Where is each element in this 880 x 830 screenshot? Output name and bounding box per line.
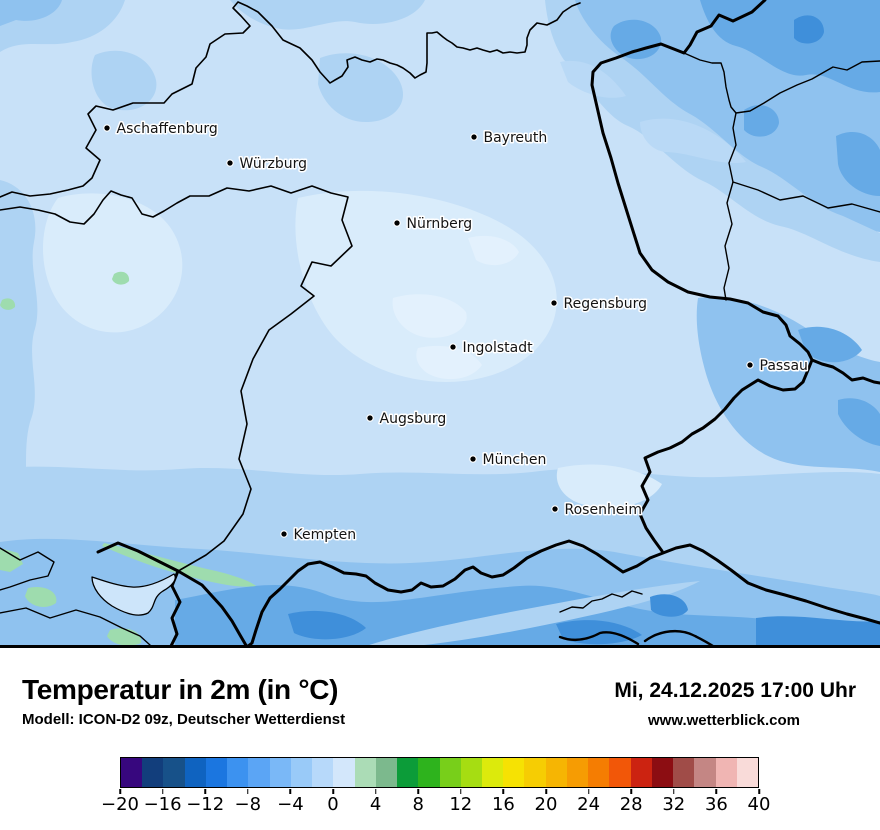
city-marker [449, 343, 457, 351]
colorbar-tick-label: 40 [747, 794, 771, 815]
colorbar-tick-label: 12 [449, 794, 473, 815]
colorbar-tick-label: 32 [662, 794, 686, 815]
colorbar-segment [460, 758, 482, 787]
colorbar-tick-label: −12 [186, 794, 225, 815]
colorbar-tick [630, 789, 632, 794]
colorbar-tick [374, 789, 377, 794]
colorbar-segment [312, 758, 334, 787]
colorbar-tick [460, 789, 462, 794]
colorbar-tick-label: 8 [412, 794, 424, 815]
colorbar-tick-label: 0 [327, 794, 339, 815]
city-marker [103, 124, 111, 132]
colorbar-segment [184, 758, 206, 787]
city-marker [470, 133, 478, 141]
city-marker [746, 361, 754, 369]
city-label: Bayreuth [484, 130, 548, 146]
colorbar-segment [269, 758, 291, 787]
temperature-field [0, 0, 880, 648]
colorbar-segment [736, 758, 759, 787]
colorbar-segment [609, 758, 631, 787]
colorbar-tick [715, 789, 718, 794]
colorbar-labels: −20 −16 −12 −8 −4 0 4 8 12 16 20 24 28 32 36 40 [101, 794, 770, 816]
city-label: Rosenheim [565, 502, 642, 518]
colorbar-segment [715, 758, 737, 787]
colorbar-tick [587, 789, 590, 794]
colorbar-tick-label: 20 [534, 794, 558, 815]
colorbar-segment [163, 758, 185, 787]
website-url: www.wetterblick.com [648, 712, 800, 729]
city-label: Passau [760, 358, 808, 374]
colorbar-tick [161, 789, 164, 794]
map-frame-bottom [0, 645, 880, 648]
colorbar-tick [545, 789, 547, 794]
colorbar-segment [566, 758, 589, 787]
city-markers: Aschaffenburg Würzburg Bayreuth Nürnberg Reg… [103, 120, 809, 545]
city-label: Ingolstadt [463, 340, 534, 356]
colorbar-segment [630, 758, 652, 787]
colorbar-tick [289, 789, 292, 794]
colorbar-segment [481, 758, 504, 787]
colorbar-segment [227, 758, 249, 787]
colorbar-segment [121, 758, 143, 787]
colorbar-segment [354, 758, 376, 787]
lake-constance [91, 573, 176, 616]
colorbar-tick [119, 789, 121, 794]
colorbar-tick-label: 16 [491, 794, 515, 815]
colorbar-tick-label: 4 [369, 794, 382, 815]
colorbar-tick-label: −16 [143, 794, 182, 815]
city-label: München [483, 452, 547, 468]
colorbar-segment [651, 758, 674, 787]
colorbar-segment [439, 758, 461, 787]
colorbar-ticks [119, 789, 760, 795]
city-label: Aschaffenburg [117, 121, 218, 137]
colorbar-segment [588, 758, 610, 787]
city-marker [393, 219, 401, 227]
page-title: Temperatur in 2m (in °C) [22, 674, 339, 705]
temperature-colorbar [120, 757, 759, 788]
city-label: Regensburg [564, 296, 648, 312]
colorbar-tick-label: −20 [101, 794, 139, 815]
colorbar-segment [694, 758, 716, 787]
colorbar-tick-label: −8 [234, 794, 262, 815]
colorbar-segment [375, 758, 398, 787]
city-marker [469, 455, 477, 463]
city-marker [280, 530, 288, 538]
city-label: Nürnberg [407, 216, 473, 232]
colorbar-tick [673, 789, 675, 794]
colorbar-segment [248, 758, 270, 787]
colorbar-tick-label: 24 [577, 794, 601, 815]
colorbar-segment [142, 758, 164, 787]
city-marker [551, 505, 559, 513]
colorbar-segment [545, 758, 567, 787]
colorbar-segment [503, 758, 525, 787]
colorbar-segment [418, 758, 440, 787]
model-info: Modell: ICON-D2 09z, Deutscher Wetterdie… [22, 711, 346, 728]
colorbar-segment [673, 758, 695, 787]
colorbar-tick-label: 28 [619, 794, 643, 815]
city-marker [226, 159, 234, 167]
city-label: Würzburg [240, 156, 307, 172]
weather-map: Aschaffenburg Würzburg Bayreuth Nürnberg Reg… [0, 0, 880, 648]
colorbar-tick [204, 789, 206, 794]
colorbar-tick [332, 789, 334, 794]
city-marker [550, 299, 558, 307]
colorbar-tick-label: −4 [277, 794, 304, 815]
colorbar-tick [247, 789, 249, 794]
colorbar-segment [397, 758, 419, 787]
city-label: Kempten [294, 527, 357, 543]
city-label: Augsburg [380, 411, 447, 427]
forecast-datetime: Mi, 24.12.2025 17:00 Uhr [614, 679, 856, 702]
colorbar-segment [333, 758, 355, 787]
state-borders [0, 0, 880, 648]
colorbar-tick [758, 789, 760, 794]
colorbar-segment [524, 758, 546, 787]
colorbar-segment [205, 758, 228, 787]
city-marker [366, 414, 374, 422]
colorbar-segment [290, 758, 313, 787]
colorbar-tick [417, 789, 419, 794]
colorbar-tick-label: 36 [704, 794, 728, 815]
colorbar-tick [502, 789, 505, 794]
